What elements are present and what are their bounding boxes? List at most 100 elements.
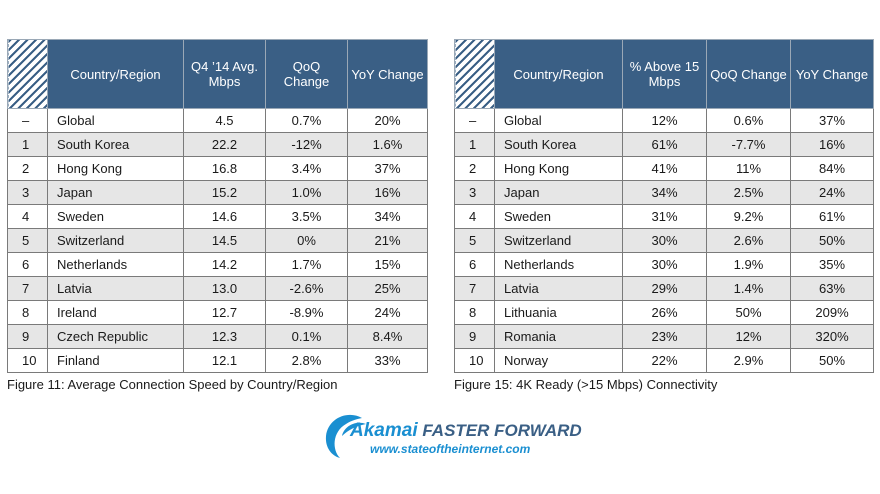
value-cell: 13.0 bbox=[183, 276, 266, 301]
value-cell: 2.5% bbox=[706, 180, 791, 205]
akamai-brand: Akamai FASTER FORWARD bbox=[350, 420, 582, 442]
value-cell: 3.4% bbox=[265, 156, 348, 181]
country-cell: Czech Republic bbox=[47, 324, 184, 349]
country-cell: Sweden bbox=[47, 204, 184, 229]
country-cell: Hong Kong bbox=[494, 156, 623, 181]
table-header-row: Country/Region% Above 15 Mbps QoQ Change Y… bbox=[454, 39, 874, 109]
value-cell: 30% bbox=[622, 252, 707, 277]
country-cell: Japan bbox=[47, 180, 184, 205]
rank-cell: 5 bbox=[7, 228, 48, 253]
country-cell: Norway bbox=[494, 348, 623, 373]
column-header: YoY Change bbox=[347, 39, 428, 109]
rank-cell: 1 bbox=[7, 132, 48, 157]
value-cell: 1.4% bbox=[706, 276, 791, 301]
value-cell: 22.2 bbox=[183, 132, 266, 157]
value-cell: 0.7% bbox=[265, 108, 348, 133]
column-header: YoY Change bbox=[790, 39, 874, 109]
value-cell: 24% bbox=[347, 300, 428, 325]
brand-tagline: FASTER FORWARD bbox=[422, 421, 582, 440]
value-cell: 37% bbox=[790, 108, 874, 133]
hatch-corner-cell bbox=[7, 39, 48, 109]
value-cell: 16% bbox=[790, 132, 874, 157]
country-cell: Hong Kong bbox=[47, 156, 184, 181]
rank-cell: 3 bbox=[7, 180, 48, 205]
value-cell: 50% bbox=[706, 300, 791, 325]
value-cell: 8.4% bbox=[347, 324, 428, 349]
value-cell: 12.7 bbox=[183, 300, 266, 325]
table-row: 2 Hong Kong 41% 11% 84% bbox=[454, 156, 874, 181]
4k-ready-connectivity-table: Country/Region% Above 15 Mbps QoQ Change Y… bbox=[454, 39, 874, 373]
table-row: 5 Switzerland 14.5 0% 21% bbox=[7, 228, 428, 253]
table-row: 6 Netherlands 14.2 1.7% 15% bbox=[7, 252, 428, 277]
rank-cell: 10 bbox=[454, 348, 495, 373]
table-header-row: Country/Region Q4 ’14 Avg. Mbps QoQ Change… bbox=[7, 39, 428, 109]
value-cell: 15.2 bbox=[183, 180, 266, 205]
country-cell: Japan bbox=[494, 180, 623, 205]
akamai-wave-logo-icon bbox=[325, 414, 366, 458]
value-cell: 35% bbox=[790, 252, 874, 277]
value-cell: 320% bbox=[790, 324, 874, 349]
column-header: Q4 ’14 Avg. Mbps bbox=[183, 39, 266, 109]
value-cell: 14.2 bbox=[183, 252, 266, 277]
value-cell: 61% bbox=[622, 132, 707, 157]
value-cell: 23% bbox=[622, 324, 707, 349]
website-link[interactable]: www.stateoftheinternet.com bbox=[370, 442, 531, 456]
rank-cell: 10 bbox=[7, 348, 48, 373]
value-cell: 50% bbox=[790, 228, 874, 253]
rank-cell: 5 bbox=[454, 228, 495, 253]
value-cell: 2.6% bbox=[706, 228, 791, 253]
table-row: 4 Sweden 14.6 3.5% 34% bbox=[7, 204, 428, 229]
value-cell: 12% bbox=[706, 324, 791, 349]
hatch-corner-cell bbox=[454, 39, 495, 109]
value-cell: 33% bbox=[347, 348, 428, 373]
value-cell: 26% bbox=[622, 300, 707, 325]
value-cell: 63% bbox=[790, 276, 874, 301]
table-row: 8 Ireland 12.7 -8.9% 24% bbox=[7, 300, 428, 325]
value-cell: 12.1 bbox=[183, 348, 266, 373]
value-cell: 2.9% bbox=[706, 348, 791, 373]
value-cell: 22% bbox=[622, 348, 707, 373]
rank-cell: 6 bbox=[454, 252, 495, 277]
value-cell: 16% bbox=[347, 180, 428, 205]
country-cell: Switzerland bbox=[494, 228, 623, 253]
value-cell: 12% bbox=[622, 108, 707, 133]
rank-cell: 2 bbox=[7, 156, 48, 181]
country-cell: Global bbox=[494, 108, 623, 133]
value-cell: 61% bbox=[790, 204, 874, 229]
value-cell: 14.6 bbox=[183, 204, 266, 229]
country-cell: South Korea bbox=[47, 132, 184, 157]
table-row: 7 Latvia 13.0 -2.6% 25% bbox=[7, 276, 428, 301]
table-row: 9 Romania 23% 12% 320% bbox=[454, 324, 874, 349]
value-cell: -8.9% bbox=[265, 300, 348, 325]
table-row: 6 Netherlands 30% 1.9% 35% bbox=[454, 252, 874, 277]
brand-name: Akamai bbox=[350, 420, 418, 441]
value-cell: 21% bbox=[347, 228, 428, 253]
value-cell: 50% bbox=[790, 348, 874, 373]
column-header: % Above 15 Mbps bbox=[622, 39, 707, 109]
table-row: 1 South Korea 22.2 -12% 1.6% bbox=[7, 132, 428, 157]
value-cell: 15% bbox=[347, 252, 428, 277]
rank-cell: 8 bbox=[454, 300, 495, 325]
value-cell: -12% bbox=[265, 132, 348, 157]
value-cell: 11% bbox=[706, 156, 791, 181]
value-cell: 1.0% bbox=[265, 180, 348, 205]
column-header: Country/Region bbox=[47, 39, 184, 109]
value-cell: 14.5 bbox=[183, 228, 266, 253]
value-cell: 12.3 bbox=[183, 324, 266, 349]
table-row: 3 Japan 34% 2.5% 24% bbox=[454, 180, 874, 205]
value-cell: 34% bbox=[347, 204, 428, 229]
value-cell: 24% bbox=[790, 180, 874, 205]
value-cell: 37% bbox=[347, 156, 428, 181]
rank-cell: 6 bbox=[7, 252, 48, 277]
rank-cell: – bbox=[7, 108, 48, 133]
value-cell: 209% bbox=[790, 300, 874, 325]
value-cell: 34% bbox=[622, 180, 707, 205]
table-row: – Global 12% 0.6% 37% bbox=[454, 108, 874, 133]
rank-cell: 2 bbox=[454, 156, 495, 181]
value-cell: 3.5% bbox=[265, 204, 348, 229]
value-cell: 31% bbox=[622, 204, 707, 229]
rank-cell: 9 bbox=[454, 324, 495, 349]
column-header: Country/Region bbox=[494, 39, 623, 109]
value-cell: 30% bbox=[622, 228, 707, 253]
column-header: QoQ Change bbox=[265, 39, 348, 109]
